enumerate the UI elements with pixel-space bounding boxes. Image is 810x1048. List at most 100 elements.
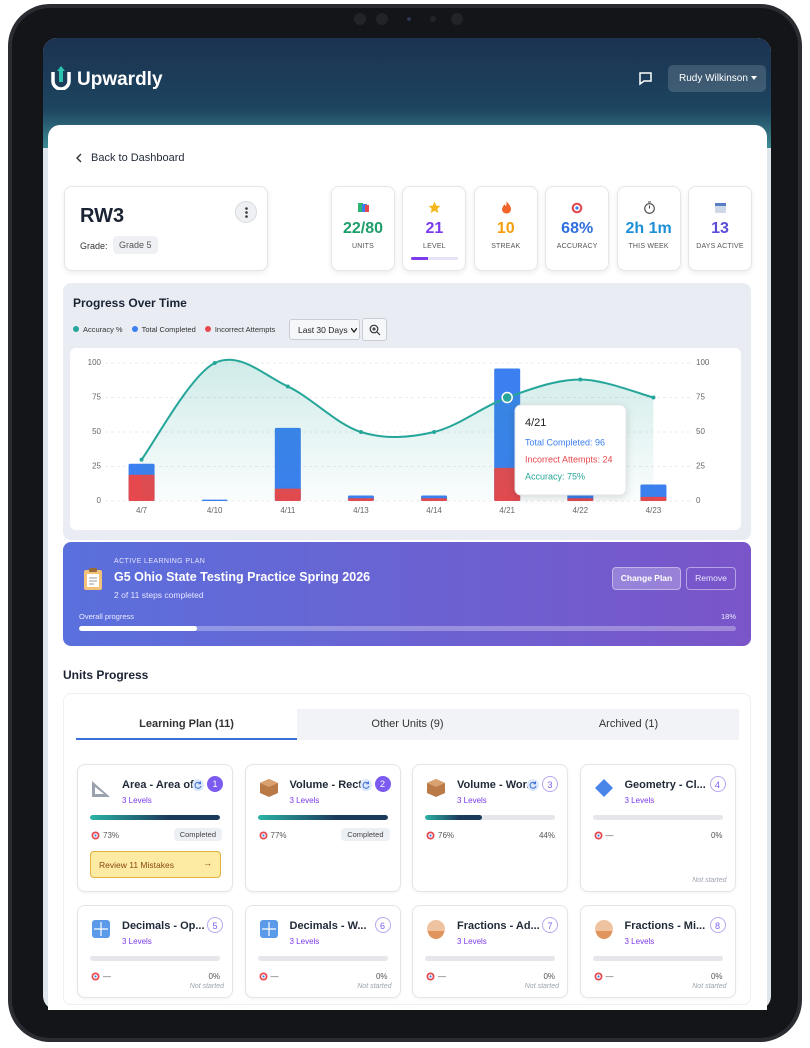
camera-bar — [354, 13, 463, 25]
stat-icon — [571, 202, 583, 214]
stat-value: 21 — [425, 220, 444, 237]
lens-handle — [372, 327, 381, 336]
unit-card[interactable]: Fractions - Ad... 3 Levels 7 — 0% Not started — [412, 905, 568, 998]
unit-card[interactable]: Volume - Rect... 3 Levels 2 77% Completed — [244, 764, 401, 892]
unit-progress-fill — [425, 815, 483, 820]
back-link[interactable]: Back to Dashboard — [91, 152, 185, 164]
unit-note: Not started — [692, 983, 727, 990]
unit-percent: 0% — [375, 972, 388, 981]
y-tick-label: 0 — [97, 496, 102, 505]
target-center — [429, 834, 432, 837]
unit-card[interactable]: Decimals - Op... 3 Levels 5 — 0% Not started — [77, 905, 233, 998]
unit-note: Not started — [189, 983, 224, 990]
zoom-button[interactable] — [362, 318, 387, 341]
unit-card[interactable]: Fractions - Mi... 3 Levels 8 — 0% Not started — [579, 905, 736, 998]
stat-card: 2h 1m THIS WEEK — [616, 186, 681, 271]
remove-button[interactable]: Remove — [686, 567, 736, 590]
chat-button[interactable] — [638, 71, 653, 86]
progress-percent: 18% — [720, 612, 736, 621]
y2-tick-label: 50 — [696, 427, 705, 436]
grade-chip: Grade 5 — [113, 236, 158, 254]
unit-progress-track — [90, 815, 220, 820]
stat-icon — [358, 203, 369, 212]
unit-title: Decimals - W... — [289, 920, 367, 932]
stat-label: STREAK — [491, 243, 521, 250]
caret-shape — [351, 328, 357, 333]
y2-tick-label: 0 — [696, 496, 701, 505]
progress-track — [79, 626, 736, 631]
legend-label: Incorrect Attempts — [214, 324, 276, 334]
target-center — [94, 975, 97, 978]
icon-triangle-inner — [95, 787, 104, 794]
x-tick-label: 4/23 — [646, 506, 662, 515]
unit-accuracy: 73% — [103, 831, 120, 840]
camera — [407, 17, 411, 21]
sensor — [376, 13, 388, 25]
y-tick-label: 100 — [88, 358, 102, 367]
icon-box-top — [259, 779, 278, 787]
unit-card[interactable]: Decimals - W... 3 Levels 6 — 0% Not started — [244, 905, 401, 998]
accuracy-icon — [594, 972, 602, 981]
tab[interactable]: Archived (1) — [518, 709, 739, 740]
change-plan-button[interactable]: Change Plan — [612, 567, 681, 590]
y2-tick-label: 75 — [696, 393, 705, 402]
icon-tiles-grid — [261, 922, 276, 936]
y2-tick-label: 100 — [696, 358, 710, 367]
tooltip-line: Total Completed: 96 — [525, 437, 605, 447]
unit-percent: 0% — [710, 831, 723, 840]
plan-steps: 2 of 11 steps completed — [114, 590, 204, 600]
review-arrow: → — [203, 858, 212, 868]
unit-title: Volume - Rect... — [289, 779, 372, 791]
unit-title: Decimals - Op... — [122, 920, 205, 932]
unit-card[interactable]: Area - Area of... 3 Levels 1 73% Completed Re… — [77, 764, 233, 892]
sensor — [354, 13, 366, 25]
unit-title: Geometry - Cl... — [624, 779, 706, 791]
unit-accuracy: — — [270, 972, 279, 981]
tab[interactable]: Other Units (9) — [297, 709, 518, 740]
zoom-icon — [369, 324, 381, 336]
caret — [751, 76, 757, 80]
legend-label: Total Completed — [141, 324, 196, 334]
unit-note: Not started — [357, 983, 392, 990]
target-center — [94, 834, 97, 837]
review-button[interactable]: Review 11 Mistakes → — [90, 851, 221, 878]
progress-label: Overall progress — [79, 612, 135, 621]
stat-label: ACCURACY — [556, 243, 598, 250]
stat-card: 13 DAYS ACTIVE — [688, 186, 752, 271]
more-button[interactable] — [235, 201, 257, 223]
unit-levels: 3 Levels — [122, 937, 152, 946]
unit-card[interactable]: Geometry - Cl... 3 Levels 4 — 0% Not started — [579, 764, 736, 892]
target-center — [596, 975, 600, 978]
icon-ball-shade — [428, 931, 444, 939]
unit-card[interactable]: Volume - Wor... 3 Levels 3 76% 44% — [412, 764, 568, 892]
units-panel — [63, 693, 751, 1005]
plan-tag: ACTIVE LEARNING PLAN — [114, 558, 206, 565]
select-caret — [351, 328, 357, 333]
legend: Accuracy % Total Completed Incorrect Attem… — [73, 323, 275, 335]
dot — [245, 207, 248, 210]
unit-levels: 3 Levels — [457, 796, 487, 805]
book — [362, 204, 367, 212]
book — [365, 205, 369, 212]
chart-title: Progress Over Time — [73, 296, 187, 310]
level-progress-track — [411, 257, 459, 260]
level-progress-fill — [411, 257, 428, 260]
stat-value: 13 — [711, 220, 729, 237]
legend-item: Total Completed — [131, 324, 196, 334]
unit-levels: 3 Levels — [289, 937, 320, 946]
star — [428, 201, 441, 213]
stat-value: 2h 1m — [625, 220, 672, 237]
refresh-bg — [527, 779, 539, 791]
unit-progress-track — [257, 956, 388, 961]
unit-percent: 0% — [543, 972, 555, 981]
unit-icon — [259, 920, 278, 938]
chat-icon — [639, 72, 652, 86]
user-menu[interactable]: Rudy Wilkinson — [668, 65, 766, 92]
range-select[interactable]: Last 30 Days — [289, 319, 360, 340]
tab[interactable]: Learning Plan (11) — [76, 709, 297, 740]
refresh-icon — [527, 779, 539, 791]
y-tick-label: 25 — [92, 462, 101, 471]
tooltip-line: Accuracy: 75% — [525, 471, 585, 481]
stat-value: 10 — [496, 220, 515, 237]
